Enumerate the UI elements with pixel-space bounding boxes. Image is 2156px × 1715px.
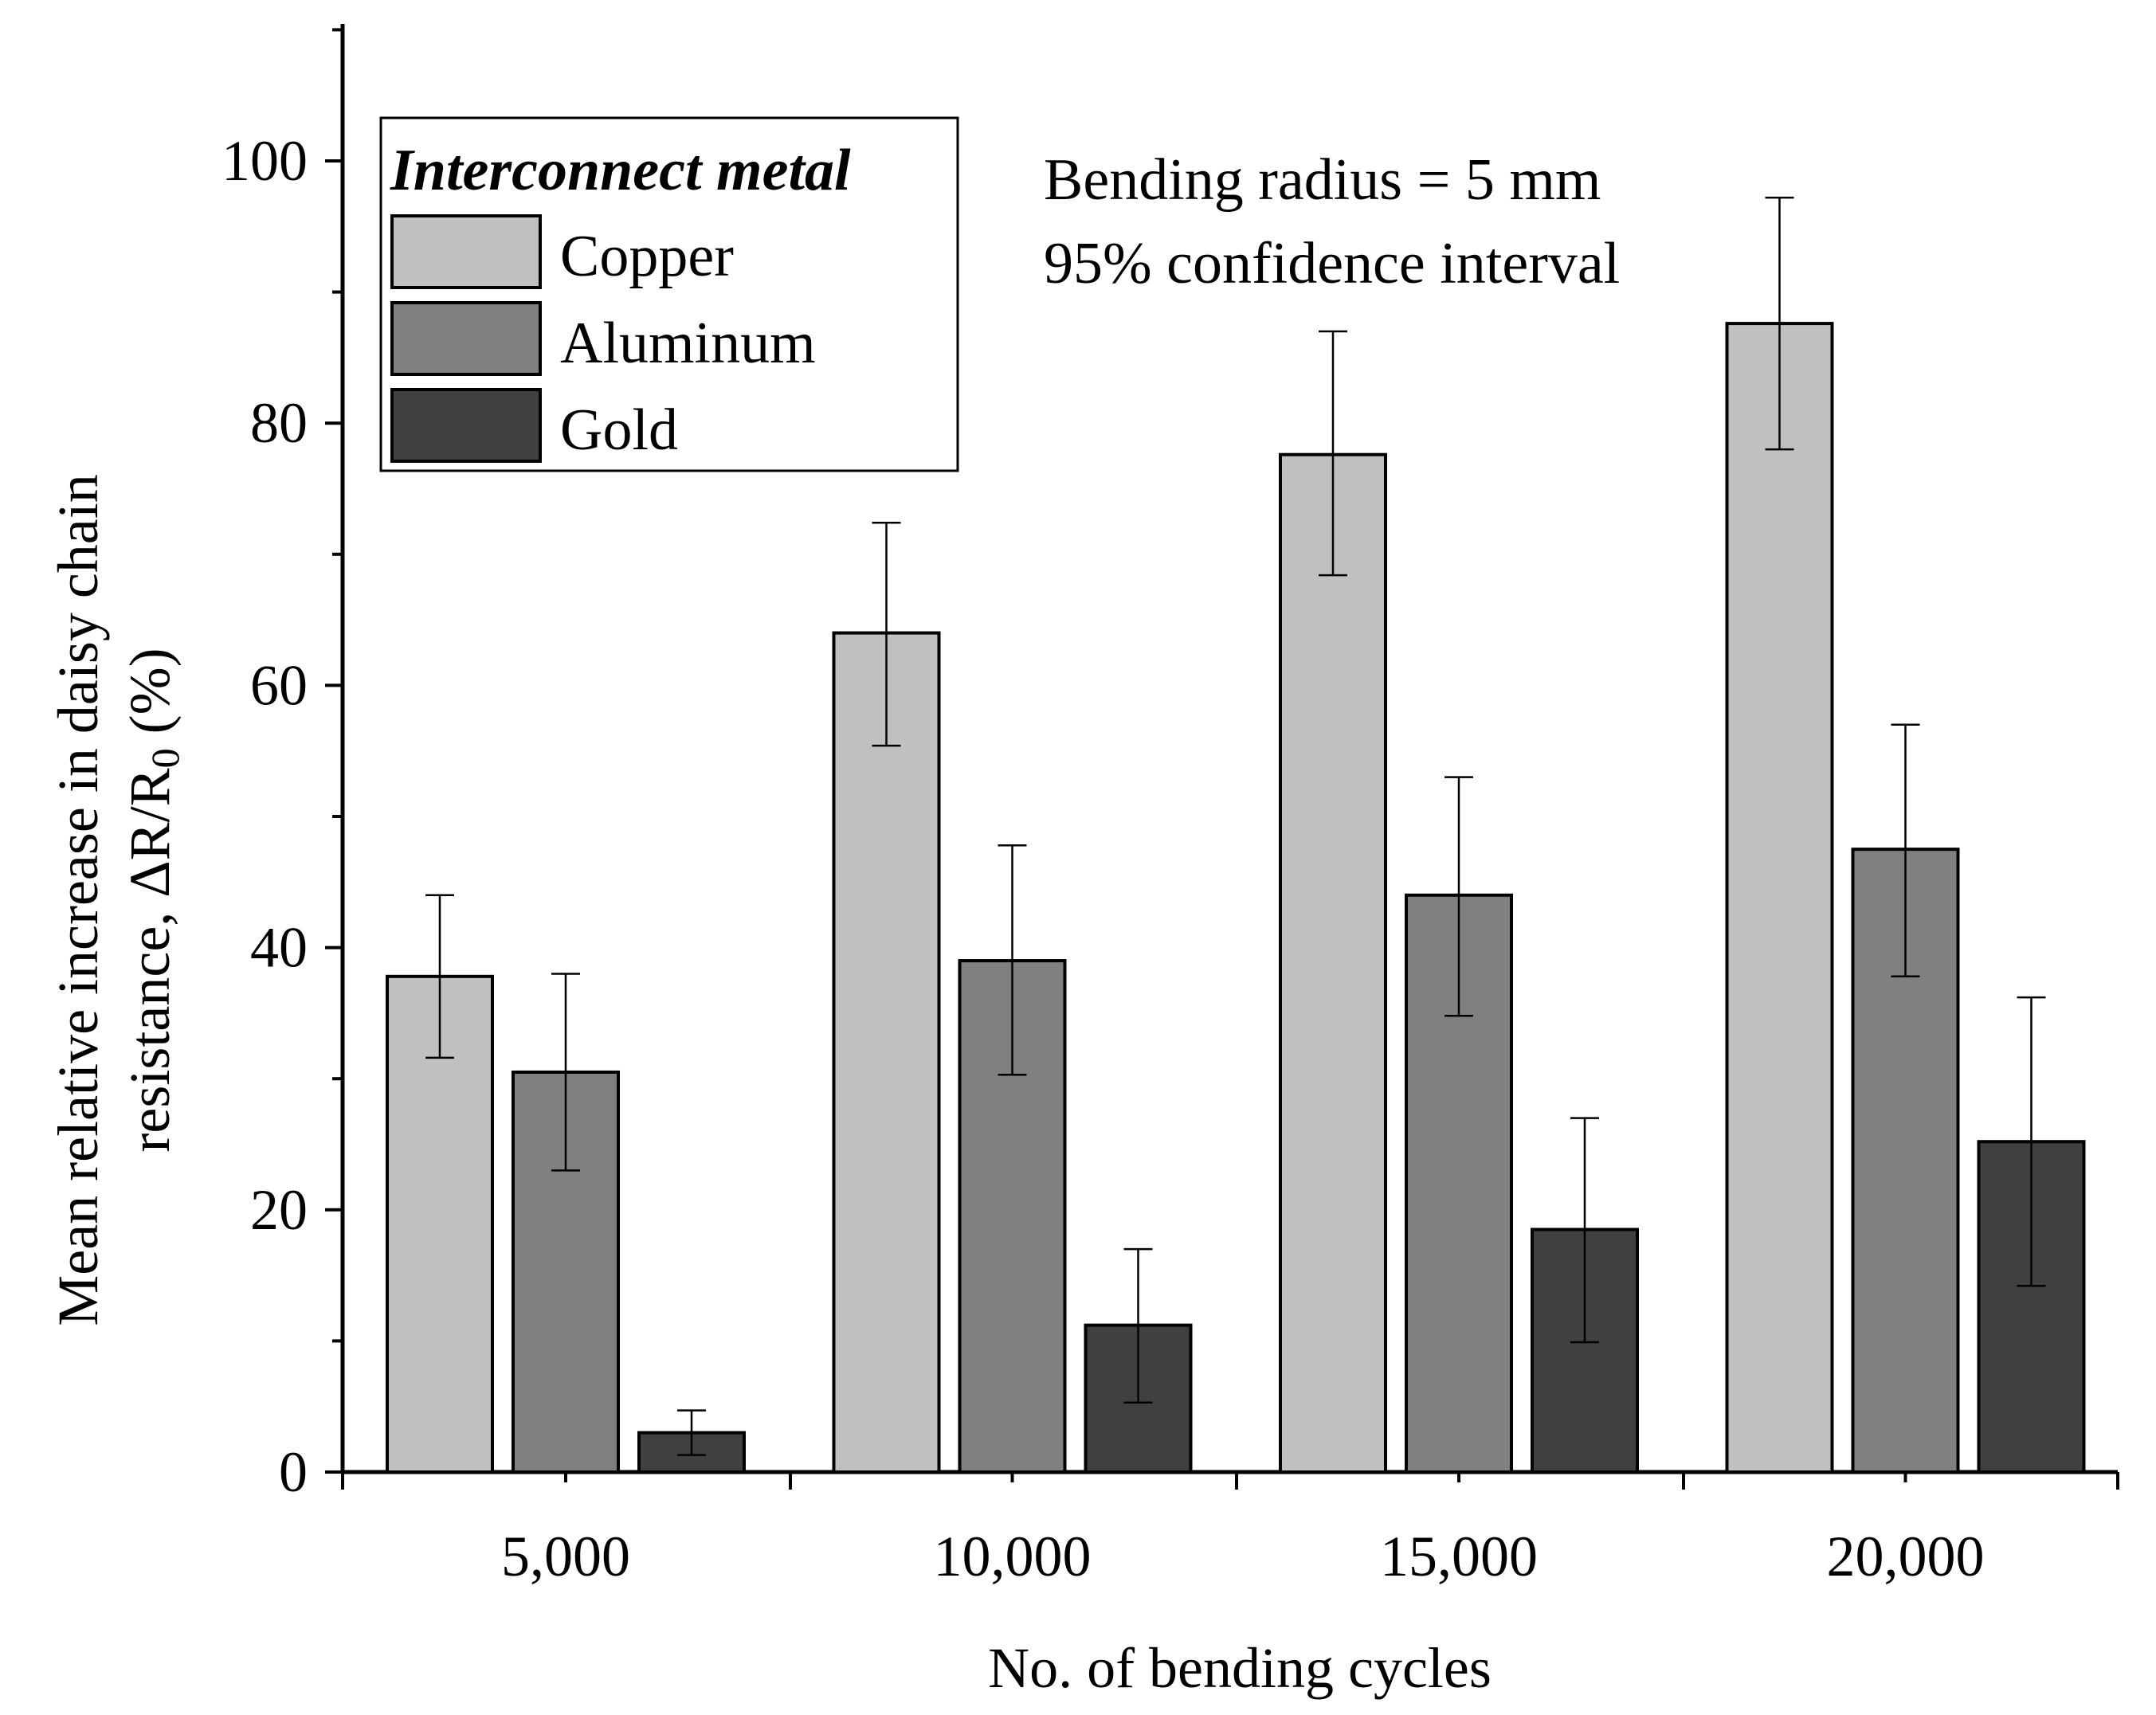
- y-axis-title-subscript: 0: [143, 748, 187, 768]
- error-bar-aluminum: [551, 973, 580, 1172]
- x-tick-label: 10,000: [934, 1525, 1092, 1588]
- legend-label-aluminum: Aluminum: [560, 311, 816, 376]
- bar-copper: [386, 974, 494, 1474]
- error-bar-gold: [1123, 1247, 1153, 1404]
- y-tick-label: 100: [221, 129, 308, 193]
- y-axis-title-suffix: (%): [118, 648, 182, 748]
- y-tick-label: 60: [250, 653, 308, 717]
- legend-label-copper: Copper: [560, 224, 734, 289]
- bar-series: [386, 322, 2086, 1474]
- error-bar-gold: [677, 1409, 706, 1456]
- error-bar-gold: [1570, 1117, 1599, 1344]
- y-tick-label: 20: [250, 1178, 308, 1242]
- error-bar-copper: [425, 894, 454, 1059]
- y-tick-label: 80: [250, 391, 308, 455]
- x-tick-label: 15,000: [1380, 1525, 1538, 1588]
- error-bar-copper: [1765, 196, 1794, 451]
- y-tick-label: 0: [279, 1440, 308, 1504]
- error-bar-aluminum: [1445, 776, 1473, 1017]
- legend-label-gold: Gold: [560, 397, 678, 463]
- x-axis-ticks: 5,000 10,000 15,000 20,000: [341, 1472, 2119, 1588]
- bar-copper: [1725, 322, 1834, 1474]
- legend-swatch-copper: [390, 214, 542, 289]
- annotation-confidence-interval: 95% confidence interval: [1044, 231, 1620, 296]
- error-bar-aluminum: [998, 844, 1027, 1076]
- y-axis-title-prefix: resistance, ΔR/R: [118, 768, 182, 1152]
- legend-swatch-gold: [390, 388, 542, 463]
- y-axis-title-line1: Mean relative increase in daisy chain: [46, 474, 110, 1326]
- error-bar-copper: [1319, 330, 1347, 577]
- legend-swatch-aluminum: [390, 301, 542, 376]
- bar-gold: [1531, 1228, 1639, 1474]
- y-axis-ticks: 0 20 40 60 80 100: [221, 28, 343, 1504]
- annotation-bending-radius: Bending radius = 5 mm: [1044, 147, 1601, 213]
- error-bars: [425, 196, 2046, 1456]
- error-bar-gold: [2017, 996, 2046, 1287]
- bar-copper: [1279, 452, 1387, 1474]
- bar-copper: [832, 631, 941, 1474]
- error-bar-aluminum: [1891, 723, 1920, 978]
- x-tick-label: 5,000: [501, 1525, 630, 1588]
- x-axis-title: No. of bending cycles: [988, 1636, 1492, 1700]
- legend-title: Interconnect metal: [390, 138, 851, 203]
- y-tick-label: 40: [250, 916, 308, 980]
- y-axis-title-line2: resistance, ΔR/R0 (%): [118, 648, 187, 1152]
- x-tick-label: 20,000: [1827, 1525, 1985, 1588]
- legend: Interconnect metal Copper Aluminum Gold: [379, 116, 959, 472]
- error-bar-copper: [872, 522, 901, 747]
